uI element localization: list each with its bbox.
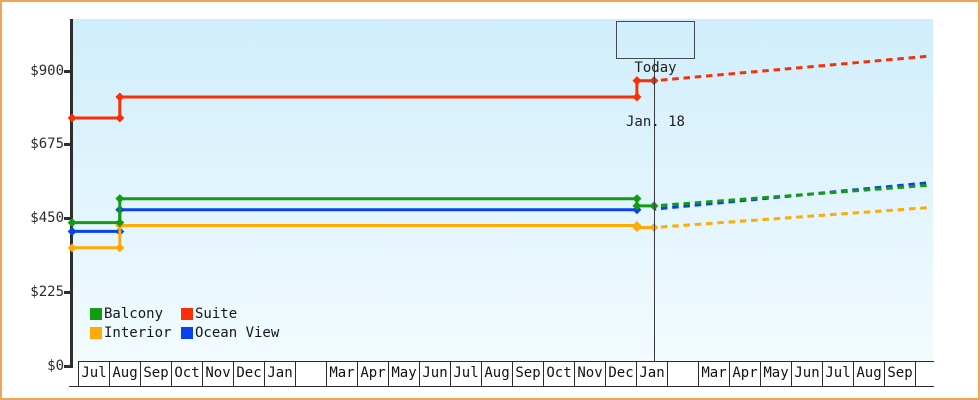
y-axis-line (70, 19, 73, 367)
y-tick-label: $0 (47, 357, 64, 374)
month-cell-trailing (915, 361, 934, 386)
series-point-marker (632, 223, 642, 233)
month-cell-blank (295, 361, 326, 386)
month-cell: Sep (140, 361, 171, 386)
series-point-marker (67, 243, 77, 253)
month-cell: Aug (853, 361, 884, 386)
month-cell: Apr (729, 361, 760, 386)
month-cell: May (760, 361, 791, 386)
series-point-marker (632, 76, 642, 86)
y-tick-mark (64, 69, 73, 73)
legend-label: Ocean View (195, 325, 280, 341)
legend-swatch (181, 308, 193, 320)
series-point-marker (649, 223, 659, 233)
month-cell: Jul (822, 361, 853, 386)
month-cell: Dec (605, 361, 636, 386)
series-point-marker (67, 226, 77, 236)
x-axis-month-labels: Jul Aug Sep Oct Nov Dec Jan Mar Apr May Jun Jul Aug S… (78, 361, 934, 386)
month-cell: Jan (636, 361, 667, 386)
month-cell: Sep (884, 361, 915, 386)
month-cell: Sep (512, 361, 543, 386)
y-tick-mark (64, 143, 73, 147)
series-line-projection-dashed (653, 206, 931, 229)
month-cell: May (388, 361, 419, 386)
today-callout-date: Jan. 18 (625, 114, 685, 130)
today-callout-title: Today (634, 60, 677, 76)
legend-swatch (90, 327, 102, 339)
series-point-marker (632, 92, 642, 102)
today-marker-line (654, 58, 655, 361)
y-tick-label: $675 (30, 136, 64, 153)
legend: Balcony Suite Interior Ocean View (90, 306, 280, 341)
legend-item: Interior (90, 325, 181, 341)
series-line-solid (72, 79, 654, 120)
series-point-marker (115, 243, 125, 253)
y-tick-label: $225 (30, 283, 64, 300)
month-cell: Jan (264, 361, 295, 386)
series-point-marker (67, 113, 77, 123)
month-cell: Aug (481, 361, 512, 386)
today-callout-box: Today Jan. 18 (616, 21, 695, 130)
y-tick-label: $450 (30, 210, 64, 226)
series-point-marker (649, 76, 659, 86)
legend-swatch (181, 327, 193, 339)
plot-area (73, 19, 933, 361)
month-cell: Jul (78, 361, 109, 386)
series-point-marker (649, 201, 659, 211)
month-cell: Apr (357, 361, 388, 386)
month-cell: Nov (202, 361, 233, 386)
month-cell: Nov (574, 361, 605, 386)
month-cell: Jul (450, 361, 481, 386)
y-tick-mark (64, 364, 73, 368)
series-point-marker (632, 194, 642, 204)
month-cell: Mar (326, 361, 357, 386)
series-line-projection-dashed (653, 183, 931, 208)
series-line-solid (72, 208, 637, 233)
series-point-marker (632, 201, 642, 211)
month-cell: Jun (791, 361, 822, 386)
legend-item: Suite (181, 306, 279, 322)
x-axis-baseline (69, 386, 934, 387)
y-tick-mark (64, 290, 73, 294)
month-cell: Oct (543, 361, 574, 386)
legend-item: Balcony (90, 306, 181, 322)
month-cell-blank (667, 361, 698, 386)
month-cell: Jun (419, 361, 450, 386)
series-point-marker (115, 194, 125, 204)
series-point-marker (115, 92, 125, 102)
series-line-projection-dashed (653, 181, 931, 211)
month-cell: Oct (171, 361, 202, 386)
y-tick-mark (64, 217, 73, 220)
month-cell: Dec (233, 361, 264, 386)
legend-label: Balcony (104, 306, 164, 322)
month-cell: Aug (109, 361, 140, 386)
series-point-marker (115, 218, 125, 228)
legend-swatch (90, 308, 102, 320)
y-tick-label: $900 (30, 62, 64, 79)
month-cell: Mar (698, 361, 729, 386)
series-line-solid (72, 224, 654, 250)
series-point-marker (115, 113, 125, 123)
series-line-projection-dashed (653, 54, 931, 83)
series-point-marker (67, 218, 77, 228)
legend-label: Suite (195, 306, 238, 322)
legend-label: Interior (104, 325, 172, 341)
legend-item: Ocean View (181, 325, 280, 341)
